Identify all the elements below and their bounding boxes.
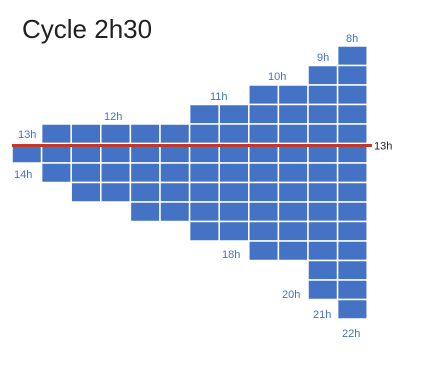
grid-cell xyxy=(70,123,102,145)
grid-cell xyxy=(100,123,132,145)
grid-cell xyxy=(188,103,220,125)
diagram-title: Cycle 2h30 xyxy=(22,14,153,44)
grid-cell xyxy=(277,240,309,262)
grid-cell xyxy=(248,162,280,184)
bottom-time-label: 16h xyxy=(134,208,152,220)
grid-cell xyxy=(277,162,309,184)
grid-cell xyxy=(218,103,250,125)
grid-cell xyxy=(336,123,368,145)
grid-cell xyxy=(307,201,339,223)
grid-cell xyxy=(336,240,368,262)
bottom-time-label: 18h xyxy=(252,249,270,261)
grid-cell xyxy=(336,201,368,223)
grid-cell xyxy=(188,123,220,145)
grid-cell xyxy=(277,103,309,125)
grid-cell xyxy=(129,123,161,145)
top-time-label: 13h xyxy=(18,129,36,141)
grid-cell xyxy=(248,84,280,106)
top-time-label: 10h xyxy=(268,71,286,83)
top-time-label: 12h xyxy=(104,111,122,123)
grid-cell xyxy=(188,201,220,223)
bottom-time-label: 21h xyxy=(313,309,331,321)
grid-cell xyxy=(159,162,191,184)
grid-cell xyxy=(100,162,132,184)
grid-cell xyxy=(40,123,72,145)
bottom-time-label: 15h xyxy=(105,189,123,201)
grid-cell xyxy=(307,103,339,125)
reference-label: 13h xyxy=(374,140,392,152)
grid-cell xyxy=(188,181,220,203)
bottom-time-label: 18h xyxy=(222,249,240,261)
grid-cell xyxy=(307,240,339,262)
top-time-label: 8h xyxy=(346,33,358,45)
grid-cell xyxy=(70,162,102,184)
grid-cell xyxy=(159,181,191,203)
grid-cell xyxy=(277,201,309,223)
grid-cell xyxy=(129,162,161,184)
grid-cell xyxy=(336,220,368,242)
grid-cell xyxy=(307,259,339,281)
grid-cell xyxy=(248,201,280,223)
grid-cell xyxy=(307,162,339,184)
grid-cell xyxy=(307,181,339,203)
grid-cell xyxy=(336,279,368,301)
grid-cell xyxy=(248,103,280,125)
grid-cell xyxy=(336,298,368,320)
bottom-time-label: 14h xyxy=(44,169,62,181)
grid-cell xyxy=(218,162,250,184)
bottom-time-label: 16h xyxy=(163,208,181,220)
grid-cell xyxy=(336,45,368,67)
grid-cell xyxy=(277,181,309,203)
grid-cell xyxy=(218,220,250,242)
grid-cell xyxy=(307,64,339,86)
grid-cell xyxy=(277,220,309,242)
bottom-time-label: 17h xyxy=(193,229,211,241)
grid-cell xyxy=(336,181,368,203)
grid-cell xyxy=(218,123,250,145)
grid-cell xyxy=(277,84,309,106)
grid-cell xyxy=(277,123,309,145)
grid-cell xyxy=(336,64,368,86)
bottom-time-label: 15h xyxy=(76,189,94,201)
top-time-label: 9h xyxy=(317,52,329,64)
grid-cell xyxy=(159,123,191,145)
top-time-label: 11h xyxy=(210,91,228,103)
grid-cell xyxy=(188,162,220,184)
grid-cell xyxy=(218,201,250,223)
grid-cell xyxy=(336,103,368,125)
grid-cell xyxy=(248,123,280,145)
bottom-time-label: 14h xyxy=(14,169,32,181)
grid-cell xyxy=(336,84,368,106)
grid-cell xyxy=(307,123,339,145)
bottom-time-label: 22h xyxy=(342,328,360,340)
bottom-time-label: 20h xyxy=(282,289,300,301)
grid-cell xyxy=(336,162,368,184)
grid-cell xyxy=(248,220,280,242)
grid-cell xyxy=(307,279,339,301)
grid-cell xyxy=(218,181,250,203)
grid-cell xyxy=(336,259,368,281)
grid-cell xyxy=(307,220,339,242)
grid-cell xyxy=(129,181,161,203)
grid-cell xyxy=(248,181,280,203)
grid-cell xyxy=(307,84,339,106)
